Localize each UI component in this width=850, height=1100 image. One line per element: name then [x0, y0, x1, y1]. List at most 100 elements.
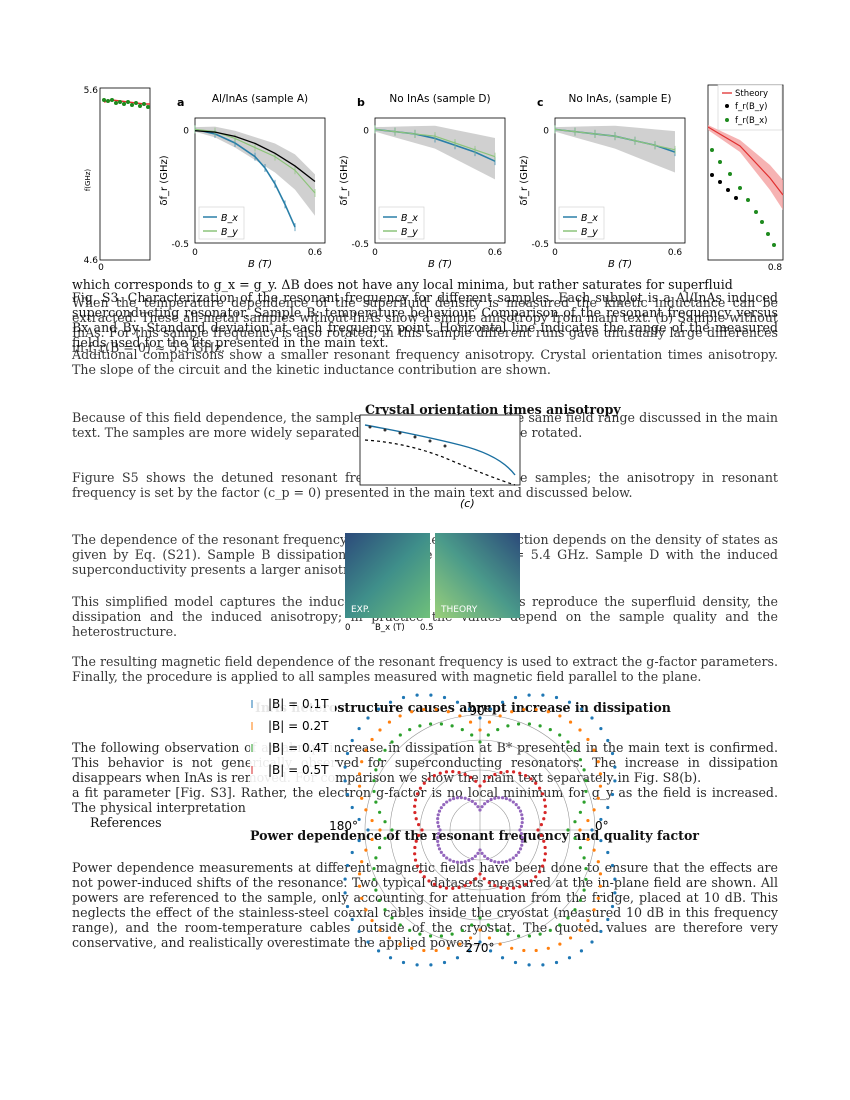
polar-point — [486, 799, 490, 803]
polar-point — [360, 896, 364, 900]
polar-point — [345, 751, 350, 756]
polar-point — [606, 850, 610, 855]
panel-xlabel: B (T) — [608, 259, 632, 270]
body-paragraph-3: Additional comparisons show a smaller re… — [72, 347, 778, 377]
polar-point — [357, 726, 361, 731]
polar-point — [398, 733, 402, 737]
polar-point — [468, 936, 473, 940]
heatmap-theory-label: THEORY — [440, 605, 478, 615]
polar-legend-3: |B| = 0.5T — [268, 763, 329, 777]
polar-point — [592, 908, 596, 912]
polar-point — [478, 848, 482, 852]
left-ytick-top: 5.6 — [84, 86, 99, 96]
confidence-band — [555, 125, 675, 173]
polar-point — [598, 784, 603, 788]
polar-point — [383, 820, 387, 824]
polar-point — [613, 877, 617, 881]
polar-point — [493, 860, 497, 864]
polar-point — [458, 714, 462, 718]
polar-point — [489, 797, 493, 802]
polar-point — [586, 837, 590, 842]
polar-point — [442, 960, 447, 965]
panel-b: b No InAs (sample D)δf_r (GHz)B (T)0-0.50… — [339, 93, 506, 270]
polar-point — [442, 853, 446, 857]
polar-point — [415, 792, 420, 796]
polar-point — [467, 797, 471, 802]
theory-curve — [194, 130, 316, 182]
polar-point — [610, 751, 615, 756]
polar-point — [542, 817, 546, 821]
polar-point — [436, 843, 440, 847]
polar-point — [558, 714, 562, 718]
left-ylabel: f(GHz) — [84, 169, 92, 192]
polar-point — [414, 839, 418, 843]
panel-ylabel: δf_r (GHz) — [159, 155, 170, 205]
polar-point — [606, 738, 610, 743]
polar-point — [387, 720, 392, 724]
polar-point — [439, 934, 444, 938]
polar-point — [586, 737, 590, 742]
polar-point — [542, 858, 547, 862]
legend-bx: B_x — [581, 213, 598, 224]
polar-point — [413, 804, 417, 808]
polar-point — [390, 916, 394, 920]
polar-point — [415, 963, 419, 967]
body-paragraph-2: When the temperature dependence of the s… — [72, 295, 778, 355]
polar-point — [610, 792, 615, 797]
polar-point — [499, 770, 503, 775]
polar-point — [434, 948, 438, 953]
polar-point — [489, 858, 493, 863]
polar-point — [467, 707, 472, 711]
polar-point — [558, 923, 562, 927]
polar-point — [357, 929, 361, 934]
polar-point — [415, 693, 419, 697]
polar-point — [478, 928, 482, 932]
polar-point — [510, 710, 514, 714]
polar-point — [366, 828, 370, 832]
polar-point — [436, 817, 440, 821]
polar-point — [582, 800, 586, 804]
polar-point — [429, 963, 433, 967]
polar-point — [599, 838, 603, 843]
panel-ylabel: δf_r (GHz) — [519, 155, 530, 205]
polar-point — [378, 810, 382, 814]
polar-point — [500, 860, 505, 864]
polar-point — [420, 828, 424, 832]
body-paragraph-9: The following observation of an abrupt i… — [72, 740, 778, 785]
polar-angle-180: 180° — [329, 819, 358, 833]
panel-xtick: 0.6 — [668, 248, 683, 258]
polar-point — [410, 946, 414, 950]
polar-point — [586, 918, 590, 923]
polar-point — [566, 828, 570, 832]
polar-point — [370, 737, 374, 742]
polar-point — [438, 828, 442, 832]
polar-point — [459, 860, 463, 864]
polar-point — [519, 824, 524, 828]
polar-angle-270: 270° — [466, 941, 495, 955]
right-strip-green-points — [710, 148, 776, 247]
polar-point — [455, 796, 460, 800]
polar-point — [459, 796, 463, 800]
polar-point — [558, 942, 562, 946]
body-paragraph-5: Figure S5 shows the detuned resonant fre… — [72, 470, 778, 500]
polar-point — [350, 738, 354, 743]
polar-point — [599, 929, 603, 934]
polar-point — [480, 805, 484, 809]
polar-plot: |B| = 0.1T |B| = 0.2T |B| = 0.4T |B| = 0… — [250, 690, 617, 967]
polar-point — [413, 852, 417, 856]
polar-point — [518, 885, 522, 889]
polar-point — [463, 883, 467, 888]
polar-point — [568, 936, 573, 940]
polar-point — [596, 896, 600, 900]
polar-point — [487, 775, 491, 780]
polar-point — [592, 748, 596, 752]
polar-point — [493, 796, 497, 800]
polar-point — [518, 809, 523, 813]
polar-point — [506, 724, 510, 728]
polar-point — [536, 828, 540, 832]
polar-point — [596, 796, 600, 800]
polar-point — [445, 856, 449, 860]
polar-point — [527, 722, 532, 726]
polar-point — [428, 722, 433, 726]
heatmap-exp — [345, 533, 430, 618]
